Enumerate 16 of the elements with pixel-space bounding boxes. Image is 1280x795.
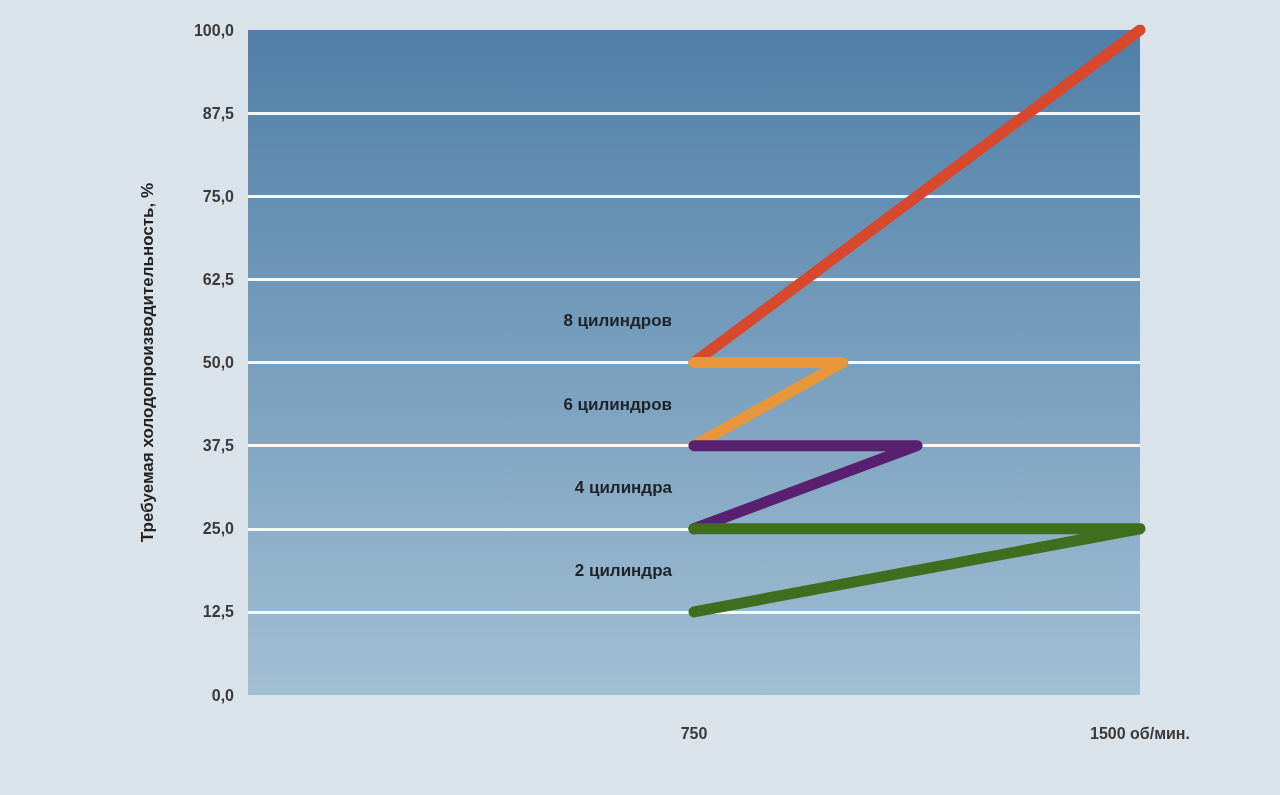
y-tick-label: 37,5	[202, 437, 235, 455]
y-tick-label: 12,5	[202, 603, 235, 621]
x-tick-label: 750	[680, 724, 708, 742]
x-tick-label: 1500 об/мин.	[1090, 724, 1190, 742]
text: 8 цилиндров	[563, 311, 672, 331]
y-tick-label: 25,0	[202, 520, 235, 538]
y-tick-label: 87,5	[202, 104, 235, 122]
y-tick-label: 50,0	[202, 354, 235, 371]
y-tick-label: 62,5	[202, 270, 235, 288]
y-tick-label: 100,0	[193, 21, 235, 39]
y-tick-label: 75,0	[202, 187, 235, 205]
y-tick-label: 0,0	[211, 686, 235, 704]
y-axis-title: Требуемая холодопроизводительность, %	[138, 182, 157, 543]
text: 2 цилиндра	[574, 560, 673, 580]
text: 6 цилиндров	[563, 394, 672, 414]
text: 4 цилиндра	[574, 477, 673, 497]
